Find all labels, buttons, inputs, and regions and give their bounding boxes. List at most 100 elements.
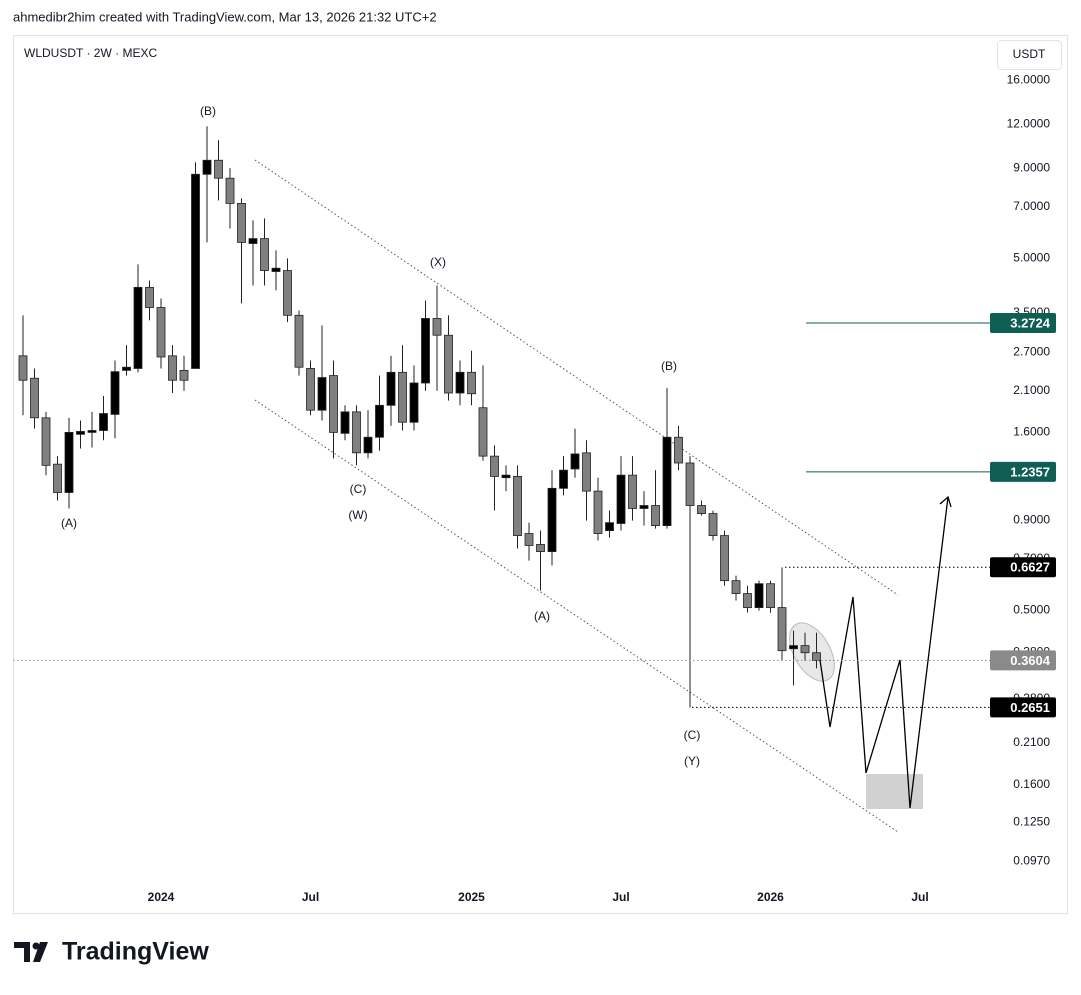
y-tick-label: 0.2100 (1013, 735, 1050, 749)
candle-body (743, 593, 752, 608)
candle-body (708, 513, 718, 536)
wave-label: (B) (200, 104, 216, 118)
candle-body (467, 371, 476, 395)
candle-body (191, 173, 200, 369)
price-marker (990, 697, 1056, 718)
price-marker-label: 0.6627 (1010, 560, 1050, 575)
plot: 16.000012.00009.00007.00005.00003.50002.… (13, 72, 1056, 904)
candle-body (421, 318, 430, 384)
candle-body (536, 544, 545, 552)
y-tick-label: 0.1600 (1013, 777, 1050, 791)
target-zone (866, 774, 923, 809)
candle-body (777, 607, 787, 652)
candle-body (800, 645, 810, 654)
x-tick-label: Jul (911, 890, 928, 904)
price-marker-label: 0.2651 (1010, 700, 1050, 715)
x-tick-label: 2024 (148, 890, 175, 904)
y-tick-label: 2.7000 (1013, 345, 1050, 359)
candle-body (145, 286, 154, 308)
y-tick-label: 1.6000 (1013, 425, 1050, 439)
candle-body (352, 411, 361, 454)
wave-label: (A) (534, 609, 550, 623)
candle-body (651, 505, 660, 526)
channel (254, 159, 899, 833)
brand-logo (14, 942, 48, 962)
projection-path (819, 496, 949, 809)
candle-body (685, 462, 695, 506)
candle-body (363, 436, 373, 454)
currency-label: USDT (1013, 47, 1046, 61)
candle-body (168, 355, 177, 381)
brand-name: TradingView (62, 938, 209, 966)
candle-body (306, 368, 315, 411)
candle-body (616, 474, 626, 524)
y-tick-label: 0.9000 (1013, 513, 1050, 527)
candle-body (490, 455, 499, 477)
candle-body (133, 286, 143, 369)
channel-lower (254, 399, 899, 833)
highlight (789, 622, 835, 682)
candle-body (64, 432, 74, 493)
candle-body (513, 476, 522, 536)
candle-body (329, 375, 338, 433)
candle-body (789, 645, 798, 650)
y-tick-label: 7.0000 (1013, 199, 1050, 213)
candle-body (271, 267, 281, 272)
candle-body (283, 270, 292, 316)
channel-upper (254, 159, 899, 596)
y-tick-label: 9.0000 (1013, 160, 1050, 174)
price-marker-label: 3.2724 (1010, 315, 1051, 330)
candle-body (179, 369, 189, 381)
candle-body (524, 533, 534, 546)
candle-body (237, 203, 246, 243)
candle-body (122, 366, 131, 371)
candle-body (225, 177, 235, 204)
candle-body (605, 522, 614, 531)
candle-body (547, 487, 557, 552)
x-tick-label: Jul (302, 890, 319, 904)
candle-body (662, 436, 672, 526)
candle-body (398, 371, 407, 423)
candle-body (639, 505, 649, 509)
x-tick-label: Jul (612, 890, 629, 904)
x-tick-label: 2025 (458, 890, 485, 904)
candle-body (76, 431, 85, 435)
candle-body (87, 430, 97, 433)
candle-body (317, 377, 327, 411)
candle-body (455, 371, 465, 394)
price-marker-label: 1.2357 (1010, 464, 1050, 479)
y-tick-label: 12.0000 (1007, 116, 1051, 130)
price-marker (990, 650, 1056, 671)
candle-body (375, 404, 384, 438)
candle-body (559, 469, 568, 489)
y-tick-label: 0.1250 (1013, 815, 1050, 829)
candle-body (260, 238, 269, 271)
price-marker (990, 312, 1056, 333)
candle-body (156, 307, 166, 358)
candle-body (214, 159, 223, 179)
candle-body (674, 436, 683, 464)
y-tick-label: 2.1000 (1013, 383, 1050, 397)
candle-body (720, 535, 729, 582)
candle-body (754, 583, 764, 608)
y-tick-label: 5.0000 (1013, 250, 1050, 264)
candle-body (294, 314, 304, 368)
currency-button[interactable] (997, 40, 1062, 70)
candle-body (110, 371, 120, 415)
candle-body (386, 371, 396, 406)
projection-arrow (939, 495, 952, 508)
candle-body (501, 474, 511, 479)
candle-body (248, 238, 258, 244)
y-tick-label: 0.5000 (1013, 602, 1050, 616)
candle-body (202, 159, 212, 175)
x-tick-label: 2026 (757, 890, 784, 904)
wave-label: (C) (684, 728, 701, 742)
candle-body (731, 580, 741, 594)
candle-body (18, 355, 28, 381)
y-tick-label: 0.0970 (1013, 853, 1050, 867)
price-marker (990, 461, 1056, 482)
candle-body (582, 452, 591, 492)
candle-body (570, 453, 580, 470)
candle-body (444, 334, 453, 394)
